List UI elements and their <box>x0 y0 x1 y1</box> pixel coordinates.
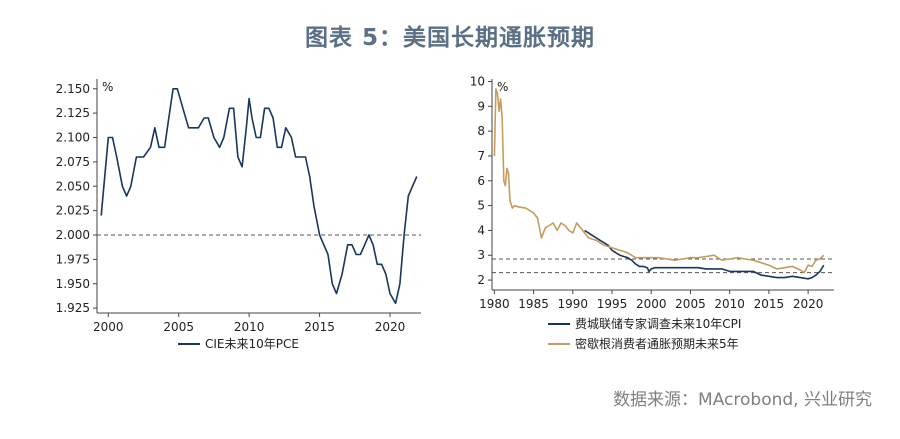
y-tick-label: 2.125 <box>56 106 90 120</box>
x-tick-label: 2005 <box>163 320 194 334</box>
x-tick-label: 1995 <box>597 297 628 311</box>
y-tick-label: 6 <box>477 174 485 188</box>
y-tick-label: 2.075 <box>56 155 90 169</box>
x-tick-label: 2020 <box>793 297 824 311</box>
legend-label: 费城联储专家调查未来10年CPI <box>575 316 741 331</box>
y-tick-label: 2.025 <box>56 204 90 218</box>
y-tick-label: 5 <box>477 199 485 213</box>
legend-label: CIE未来10年PCE <box>205 337 299 351</box>
x-tick-label: 2000 <box>636 297 667 311</box>
x-tick-label: 2015 <box>754 297 785 311</box>
y-tick-label: 9 <box>477 99 485 113</box>
y-tick-label: 4 <box>477 223 485 237</box>
y-tick-label: 2.050 <box>56 179 90 193</box>
legend-label: 密歇根消费者通胀预期未来5年 <box>575 336 739 351</box>
y-tick-label: 3 <box>477 248 485 262</box>
series-line <box>494 89 823 273</box>
x-tick-label: 2010 <box>714 297 745 311</box>
x-tick-label: 1990 <box>558 297 589 311</box>
x-tick-label: 2005 <box>675 297 706 311</box>
y-tick-label: 2.000 <box>56 228 90 242</box>
x-tick-label: 2000 <box>93 320 124 334</box>
y-tick-label: 1.925 <box>56 301 90 315</box>
y-tick-label: 1.950 <box>56 277 90 291</box>
y-tick-label: 2.150 <box>56 82 90 96</box>
y-unit-label: % <box>497 80 508 94</box>
x-tick-label: 2020 <box>375 320 406 334</box>
y-tick-label: 10 <box>470 74 485 88</box>
x-tick-label: 2015 <box>304 320 335 334</box>
y-tick-label: 1.975 <box>56 252 90 266</box>
series-line <box>101 89 417 303</box>
x-tick-label: 2010 <box>234 320 265 334</box>
y-unit-label: % <box>102 80 113 94</box>
series-line <box>585 230 824 278</box>
x-tick-label: 1980 <box>479 297 510 311</box>
y-tick-label: 7 <box>477 149 485 163</box>
y-tick-label: 2.100 <box>56 131 90 145</box>
y-tick-label: 2 <box>477 273 485 287</box>
x-tick-label: 1985 <box>518 297 549 311</box>
y-tick-label: 8 <box>477 124 485 138</box>
source-note: 数据来源：MAcrobond, 兴业研究 <box>613 385 872 410</box>
